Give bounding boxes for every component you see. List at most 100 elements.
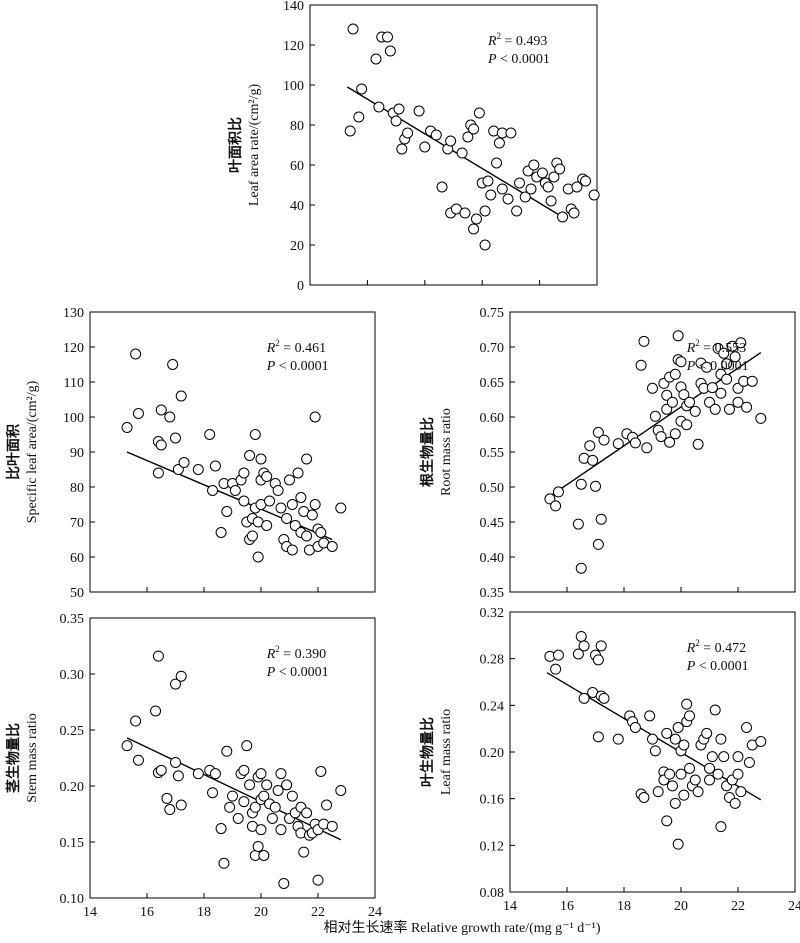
data-point: [261, 520, 273, 531]
data-point: [170, 432, 181, 444]
y-tick-label: 0.50: [480, 481, 505, 496]
data-point: [295, 492, 307, 503]
data-point: [644, 710, 656, 722]
data-point: [335, 784, 347, 796]
data-point: [684, 396, 696, 408]
y-tick-label: 120: [283, 39, 304, 54]
y-axis-label-en: Specific leaf area/(cm²/g): [25, 380, 40, 523]
plot-frame: [89, 617, 376, 899]
data-point: [704, 762, 715, 774]
data-point: [232, 812, 244, 824]
y-axis-label-en: Leaf area rate/(cm²/g): [247, 84, 262, 207]
y-tick-label: 40: [290, 199, 304, 214]
data-point: [479, 239, 491, 251]
data-point: [588, 189, 600, 201]
panel-specific-leaf-area: 50 60 70 80 90 100 110 120 130 R2 = 0.461 P < 0.00…: [5, 306, 376, 601]
data-point: [172, 770, 184, 782]
data-point: [592, 538, 604, 550]
y-axis-label-cn: 比叶面积: [5, 424, 22, 480]
data-point: [152, 467, 164, 479]
y-tick-label: 0.45: [480, 516, 505, 531]
data-point: [229, 485, 241, 496]
data-point: [704, 396, 715, 408]
data-point: [393, 103, 405, 115]
data-point: [413, 105, 425, 117]
y-tick-label: 0.75: [480, 306, 505, 321]
y-axis-label-cn: 叶生物量比: [419, 717, 436, 787]
data-point: [192, 464, 204, 475]
data-point: [689, 774, 701, 786]
data-point: [284, 474, 295, 486]
data-point: [309, 411, 321, 423]
data-point: [598, 434, 610, 446]
x-tick-label: 18: [197, 905, 211, 920]
y-tick-label: 60: [290, 159, 304, 174]
data-point: [548, 171, 560, 183]
data-point: [554, 163, 566, 175]
y-tick-label: 0.28: [480, 653, 505, 668]
data-point: [661, 403, 673, 415]
plot-frame: [309, 4, 598, 286]
data-point: [275, 502, 287, 514]
data-point: [649, 745, 661, 757]
data-point: [281, 779, 293, 791]
data-point: [550, 663, 562, 675]
y-axis-label-cn: 叶面积比: [227, 117, 244, 173]
data-point: [221, 506, 233, 517]
data-point: [669, 733, 681, 745]
y-tick-label: 80: [70, 481, 84, 496]
data-point: [209, 460, 221, 472]
x-tick-label: 16: [560, 899, 574, 914]
data-point: [678, 789, 690, 801]
data-point: [652, 786, 664, 798]
data-point: [735, 786, 747, 798]
data-point: [704, 774, 715, 786]
data-point: [402, 127, 414, 139]
data-point: [281, 513, 293, 524]
data-point: [238, 495, 250, 507]
data-point: [647, 382, 658, 394]
data-point: [681, 698, 693, 710]
data-point: [175, 670, 187, 682]
y-tick-label: 0.65: [480, 376, 505, 391]
data-point: [592, 426, 604, 438]
data-point: [255, 768, 267, 780]
x-axis-label: 相对生长速率 Relative growth rate/(mg g⁻¹ d⁻¹): [323, 919, 600, 936]
data-point: [261, 779, 273, 791]
data-point: [587, 454, 599, 466]
y-tick-label: 0: [297, 279, 304, 294]
data-point: [161, 792, 173, 804]
data-point: [312, 874, 324, 886]
y-axis-label-en: Stem mass ratio: [25, 713, 40, 802]
data-point: [286, 544, 298, 556]
x-tick-label: 22: [731, 899, 745, 914]
data-point: [729, 797, 741, 809]
r2-annotation: R2 = 0.390: [266, 644, 326, 662]
data-point: [178, 457, 190, 468]
data-point: [536, 167, 548, 179]
data-point: [664, 768, 676, 780]
data-point: [298, 846, 310, 858]
data-point: [542, 181, 554, 193]
data-point: [238, 796, 250, 808]
data-point: [612, 733, 624, 745]
data-point: [252, 840, 264, 852]
data-point: [721, 358, 733, 370]
data-point: [649, 410, 661, 422]
data-point: [172, 464, 184, 475]
data-point: [629, 437, 641, 449]
data-point: [164, 804, 176, 816]
data-point: [491, 157, 503, 169]
p-annotation: P < 0.0001: [686, 359, 749, 374]
y-tick-label: 60: [70, 551, 84, 566]
data-point: [612, 438, 624, 450]
data-point: [170, 756, 181, 768]
y-tick-label: 0.32: [480, 606, 505, 621]
y-tick-label: 20: [290, 239, 304, 254]
data-point: [718, 751, 730, 763]
data-point: [689, 405, 701, 417]
r2-annotation: R2 = 0.553: [686, 338, 746, 356]
data-point: [729, 351, 741, 363]
panels: 0 20 40 60 80 100 120 140 R2 = 0.493 P < 0.0001 叶面…: [5, 0, 800, 920]
